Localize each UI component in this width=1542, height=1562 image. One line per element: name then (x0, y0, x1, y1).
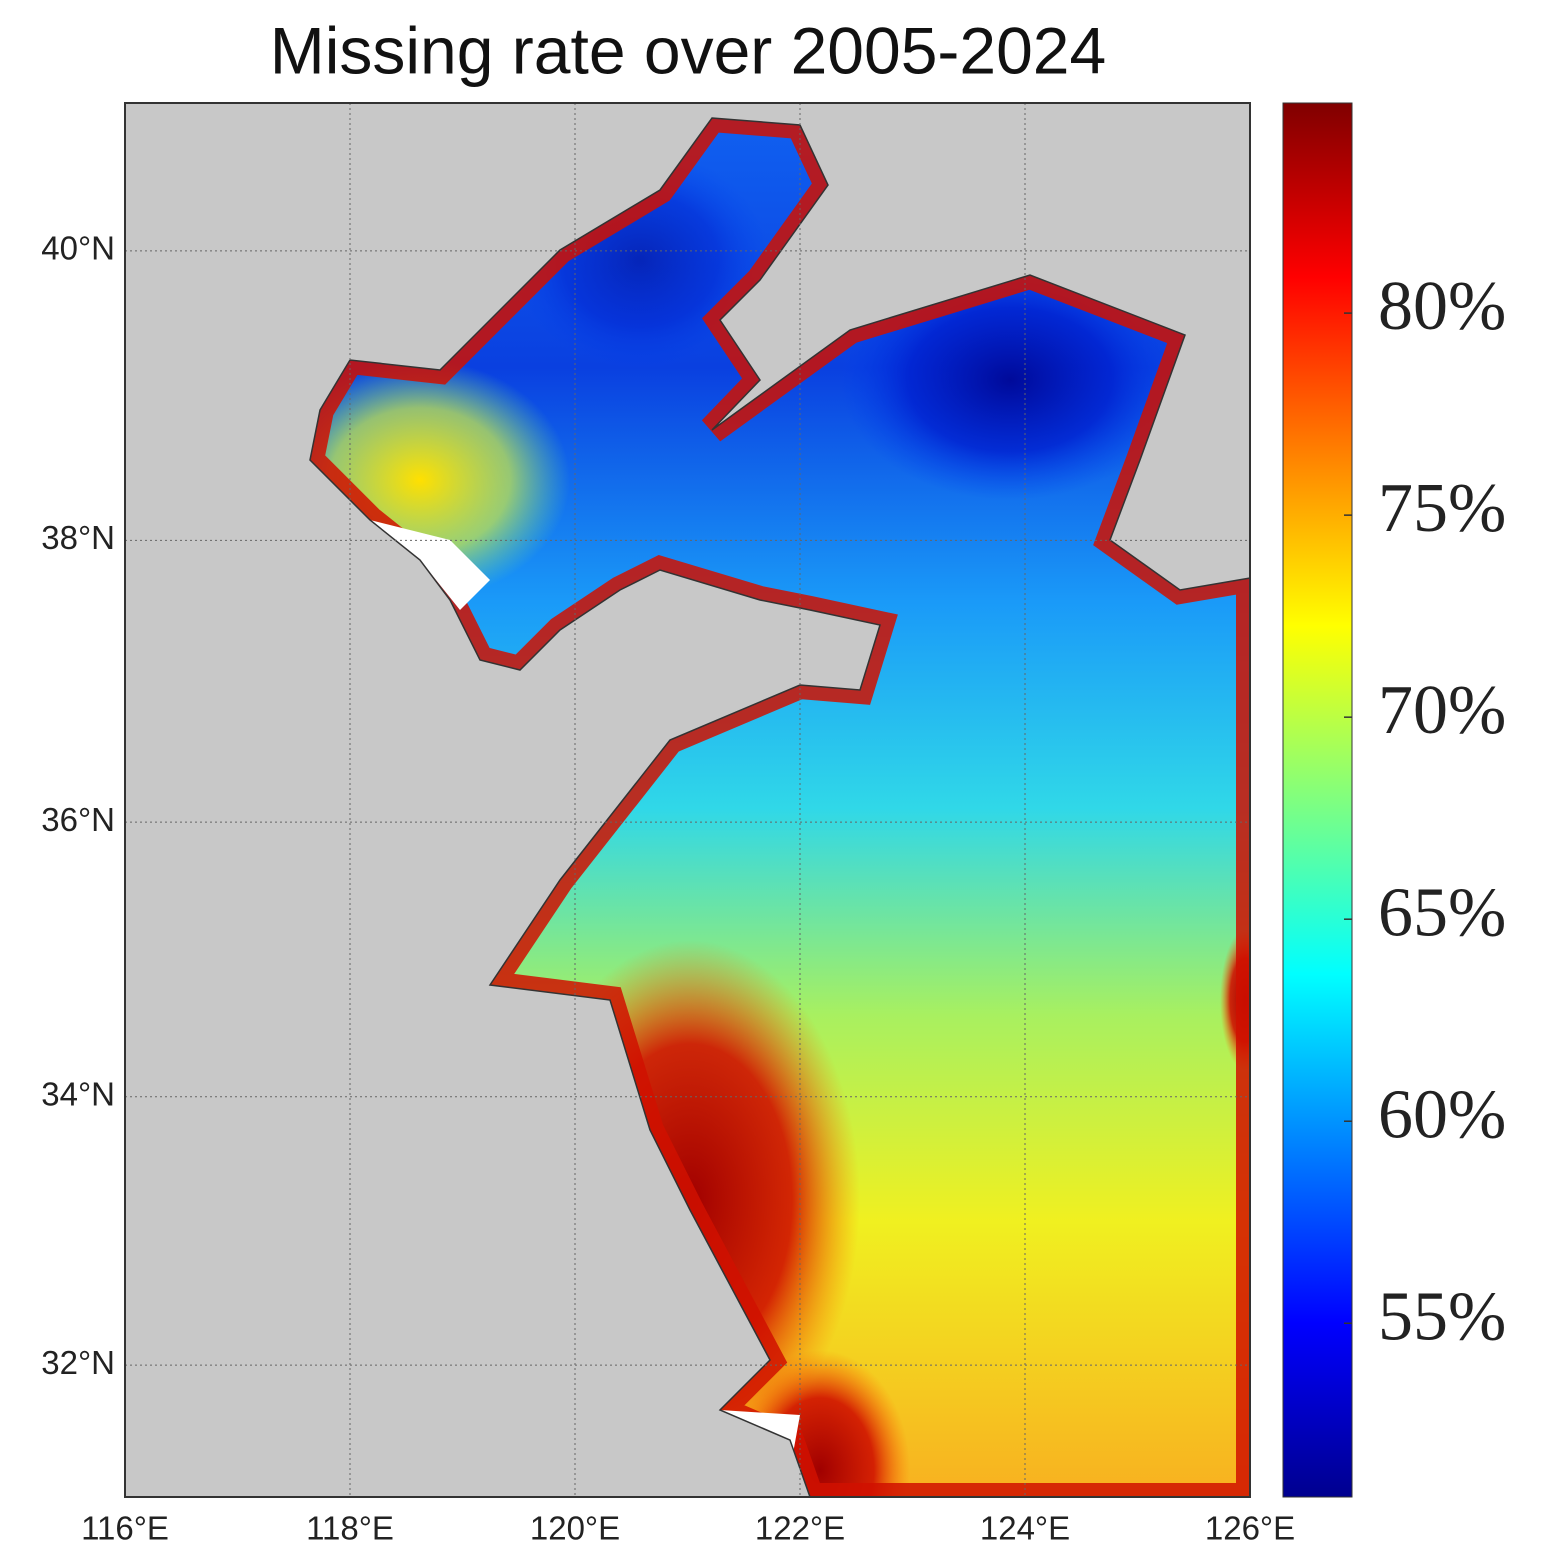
colorbar-tick-label: 70% (1378, 672, 1506, 749)
colorbar-tick-label: 65% (1378, 874, 1506, 951)
colorbar (1282, 102, 1353, 1498)
plot-frame (124, 102, 1251, 1498)
colorbar-tick-label: 75% (1378, 470, 1506, 547)
x-tick-label: 122°E (755, 1510, 845, 1547)
colorbar-tick-label: 80% (1378, 268, 1506, 345)
x-tick-label: 124°E (980, 1510, 1070, 1547)
coastline (309, 117, 1251, 1498)
y-tick-label: 36°N (41, 801, 115, 838)
map-area (125, 103, 1251, 1498)
x-tick-label: 116°E (81, 1510, 169, 1547)
y-tick-label: 34°N (41, 1076, 115, 1113)
sea-high-zone (730, 1350, 910, 1497)
y-tick-label: 40°N (41, 230, 115, 267)
colorbar-tick-label: 60% (1378, 1076, 1506, 1153)
chart-title: Missing rate over 2005-2024 (270, 13, 1106, 87)
y-tick-label: 32°N (41, 1344, 115, 1381)
x-tick-label: 126°E (1205, 1510, 1295, 1547)
y-tick-label: 38°N (41, 519, 115, 556)
x-tick-label: 118°E (306, 1510, 394, 1547)
x-tick-label: 120°E (530, 1510, 620, 1547)
no-data-area (370, 520, 490, 610)
colorbar-tick-label: 55% (1378, 1278, 1506, 1355)
